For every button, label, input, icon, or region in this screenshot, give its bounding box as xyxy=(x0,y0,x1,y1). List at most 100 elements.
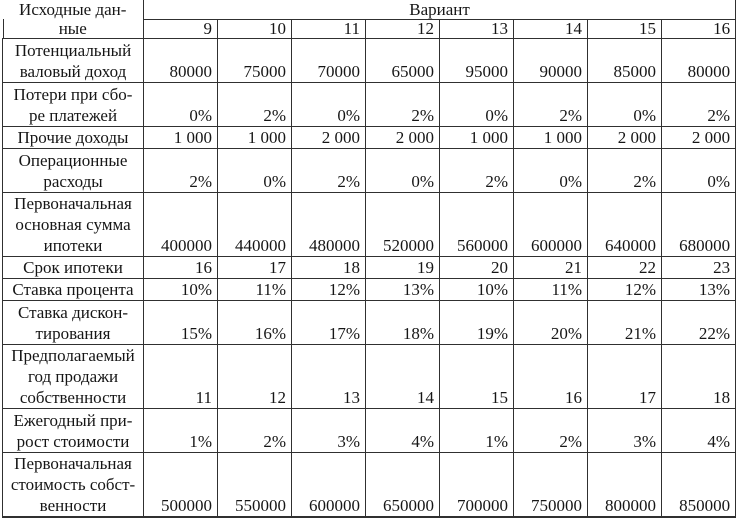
data-cell: 0% xyxy=(660,148,737,193)
data-cell: 2% xyxy=(291,148,366,193)
variants-data-table: Исходные дан- ные Вариант 9 10 11 12 13 … xyxy=(2,0,737,518)
data-cell: 85000 xyxy=(587,38,662,83)
data-cell: 520000 xyxy=(365,192,440,257)
table-row-collection-losses: Потери при сбо- ре платежей 0% 2% 0% 2% … xyxy=(2,82,737,127)
data-cell: 19 xyxy=(365,256,440,279)
data-cell: 12% xyxy=(587,278,662,301)
variant-number: 15 xyxy=(587,19,662,39)
data-cell: 0% xyxy=(143,82,218,127)
data-cell: 14 xyxy=(365,344,440,409)
data-cell: 18 xyxy=(660,344,737,409)
table-row-expected-sale-year: Предполагаемый год продажи собственности… xyxy=(2,344,737,409)
variant-number: 16 xyxy=(660,19,737,39)
data-cell: 550000 xyxy=(217,452,292,518)
row-label: Ставка дискон- тирования xyxy=(2,300,144,345)
data-cell: 20% xyxy=(513,300,588,345)
data-cell: 600000 xyxy=(291,452,366,518)
corner-header-cell: Исходные дан- ные xyxy=(2,0,144,39)
data-cell: 560000 xyxy=(439,192,514,257)
variant-number: 11 xyxy=(291,19,366,39)
variant-number: 12 xyxy=(365,19,440,39)
data-cell: 11% xyxy=(513,278,588,301)
row-label: Операционные расходы xyxy=(2,148,144,193)
data-cell: 1 000 xyxy=(217,126,292,149)
row-label: Ежегодный при- рост стоимости xyxy=(2,408,144,453)
variant-number: 13 xyxy=(439,19,514,39)
data-cell: 0% xyxy=(217,148,292,193)
data-cell: 4% xyxy=(660,408,737,453)
data-cell: 2% xyxy=(587,148,662,193)
data-cell: 12 xyxy=(217,344,292,409)
row-label: Первоначальная стоимость собст- венности xyxy=(2,452,144,518)
row-label: Прочие доходы xyxy=(2,126,144,149)
data-cell: 1% xyxy=(143,408,218,453)
data-cell: 2 000 xyxy=(365,126,440,149)
data-cell: 19% xyxy=(439,300,514,345)
data-cell: 80000 xyxy=(143,38,218,83)
data-cell: 12% xyxy=(291,278,366,301)
data-cell: 90000 xyxy=(513,38,588,83)
table-row-potential-gross-income: Потенциальный валовый доход 80000 75000 … xyxy=(2,38,737,83)
row-label: Предполагаемый год продажи собственности xyxy=(2,344,144,409)
data-cell: 500000 xyxy=(143,452,218,518)
data-cell: 11% xyxy=(217,278,292,301)
table-row-other-income: Прочие доходы 1 000 1 000 2 000 2 000 1 … xyxy=(2,126,737,149)
table-row-operating-expenses: Операционные расходы 2% 0% 2% 0% 2% 0% 2… xyxy=(2,148,737,193)
data-cell: 15 xyxy=(439,344,514,409)
data-cell: 1% xyxy=(439,408,514,453)
data-cell: 2% xyxy=(513,82,588,127)
data-cell: 22 xyxy=(587,256,662,279)
data-cell: 400000 xyxy=(143,192,218,257)
data-cell: 17 xyxy=(217,256,292,279)
data-cell: 0% xyxy=(587,82,662,127)
data-cell: 750000 xyxy=(513,452,588,518)
data-cell: 16 xyxy=(513,344,588,409)
data-cell: 23 xyxy=(660,256,737,279)
data-cell: 2% xyxy=(660,82,737,127)
variant-number: 10 xyxy=(217,19,292,39)
data-cell: 0% xyxy=(439,82,514,127)
variant-number: 9 xyxy=(143,19,218,39)
row-label: Срок ипотеки xyxy=(2,256,144,279)
data-cell: 2 000 xyxy=(291,126,366,149)
data-cell: 2% xyxy=(365,82,440,127)
data-cell: 4% xyxy=(365,408,440,453)
data-cell: 2% xyxy=(217,82,292,127)
data-cell: 80000 xyxy=(660,38,737,83)
data-cell: 700000 xyxy=(439,452,514,518)
table-row-annual-value-growth: Ежегодный при- рост стоимости 1% 2% 3% 4… xyxy=(2,408,737,453)
data-cell: 2% xyxy=(513,408,588,453)
row-label: Первоначальная основная сумма ипотеки xyxy=(2,192,144,257)
data-cell: 2 000 xyxy=(660,126,737,149)
data-cell: 800000 xyxy=(587,452,662,518)
data-cell: 18 xyxy=(291,256,366,279)
data-cell: 1 000 xyxy=(513,126,588,149)
data-cell: 1 000 xyxy=(143,126,218,149)
table-row-mortgage-term: Срок ипотеки 16 17 18 19 20 21 22 23 xyxy=(2,256,737,279)
data-cell: 10% xyxy=(143,278,218,301)
data-cell: 0% xyxy=(513,148,588,193)
data-cell: 16% xyxy=(217,300,292,345)
data-cell: 11 xyxy=(143,344,218,409)
data-cell: 75000 xyxy=(217,38,292,83)
data-cell: 2 000 xyxy=(587,126,662,149)
data-cell: 95000 xyxy=(439,38,514,83)
data-cell: 2% xyxy=(217,408,292,453)
data-cell: 600000 xyxy=(513,192,588,257)
data-cell: 650000 xyxy=(365,452,440,518)
data-cell: 17 xyxy=(587,344,662,409)
data-cell: 640000 xyxy=(587,192,662,257)
data-cell: 480000 xyxy=(291,192,366,257)
data-cell: 2% xyxy=(439,148,514,193)
data-cell: 3% xyxy=(587,408,662,453)
data-cell: 70000 xyxy=(291,38,366,83)
variant-number: 14 xyxy=(513,19,588,39)
data-cell: 13 xyxy=(291,344,366,409)
data-cell: 13% xyxy=(660,278,737,301)
data-cell: 850000 xyxy=(660,452,737,518)
row-label: Потери при сбо- ре платежей xyxy=(2,82,144,127)
data-cell: 20 xyxy=(439,256,514,279)
data-cell: 21 xyxy=(513,256,588,279)
data-cell: 13% xyxy=(365,278,440,301)
table-row-initial-mortgage-principal: Первоначальная основная сумма ипотеки 40… xyxy=(2,192,737,257)
